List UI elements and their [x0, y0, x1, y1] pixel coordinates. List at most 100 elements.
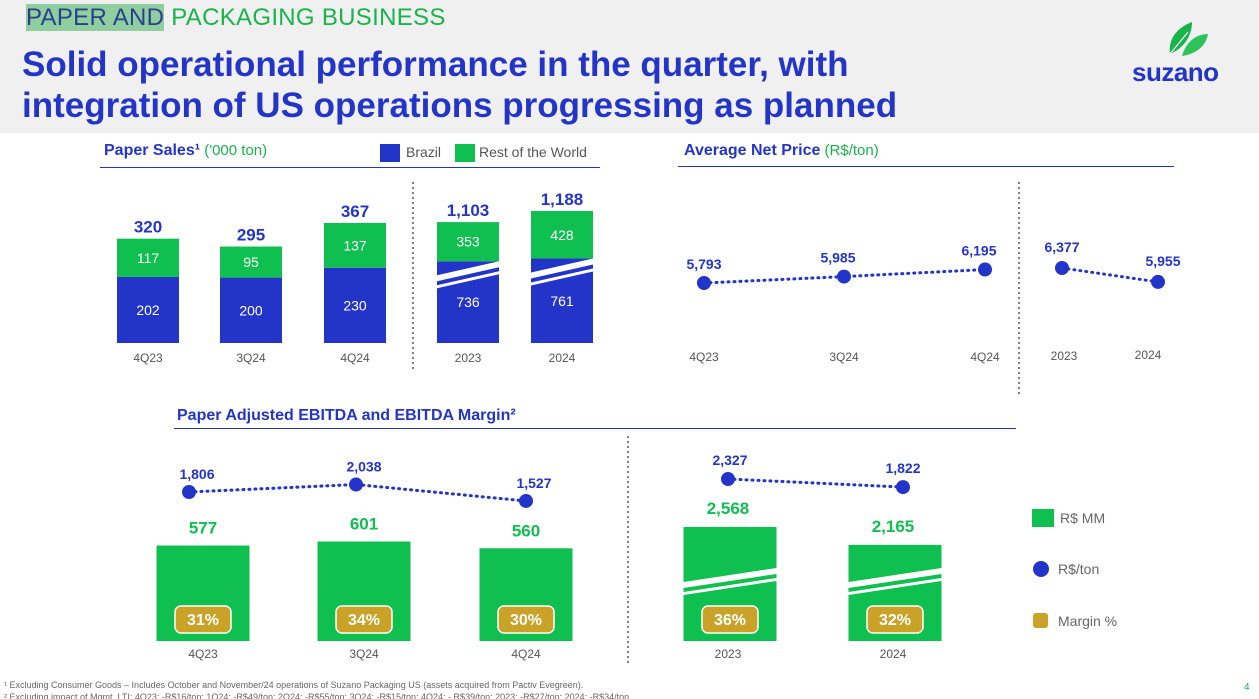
ebitda-ton-point-2023: [721, 472, 735, 486]
sales-tick-3Q24: 3Q24: [236, 351, 266, 365]
margin-label-2024: 32%: [879, 612, 911, 629]
sales-label-brazil-2024: 761: [550, 293, 574, 309]
sales-label-row-2023: 353: [456, 234, 480, 250]
price-title-rule: [678, 166, 1174, 167]
page-number: 4: [1244, 682, 1250, 693]
page-title-line1: Solid operational performance in the qua…: [22, 45, 849, 84]
ebitda-break-2023-b: [683, 578, 777, 595]
legend-rston-swatch: [1033, 561, 1049, 577]
ebitda-ton-point-3Q24: [349, 477, 363, 492]
price-tick-4Q23: 4Q23: [689, 350, 719, 364]
ebitda-ton-label-4Q23: 1,806: [179, 466, 214, 482]
ebitda-tick-2023: 2023: [715, 647, 742, 661]
sales-panel-title: Paper Sales¹ ('000 ton): [104, 142, 267, 160]
ebitda-break-2023-a: [683, 568, 777, 588]
sales-tick-2023: 2023: [455, 351, 482, 365]
sales-title-rule: [100, 167, 600, 168]
legend-brazil-swatch: [380, 144, 400, 162]
sales-title-unit: ('000 ton): [200, 142, 268, 159]
ebitda-value-2024: 2,165: [872, 517, 915, 536]
sales-total-2023: 1,103: [447, 201, 490, 220]
ebitda-ton-point-4Q24: [519, 493, 533, 508]
ebitda-value-2023: 2,568: [707, 499, 750, 518]
section-tag: PAPER AND PACKAGING BUSINESS: [26, 4, 446, 32]
price-point-4Q24: [978, 262, 992, 277]
sales-bar-brazil-4Q23: [117, 276, 179, 343]
margin-badge-4Q23: [174, 605, 232, 634]
sales-title-text: Paper Sales¹: [104, 142, 201, 159]
price-point-2024: [1151, 274, 1165, 289]
sales-label-row-4Q23: 117: [137, 250, 160, 266]
section-tag-highlight: PAPER AND: [26, 4, 165, 31]
margin-badge-2023: [701, 605, 759, 634]
sales-label-row-2024: 428: [550, 227, 574, 243]
page-title: Solid operational performance in the qua…: [22, 44, 1042, 126]
ebitda-panel-title: Paper Adjusted EBITDA and EBITDA Margin²: [177, 407, 516, 424]
sales-break-2024-a: [531, 258, 593, 279]
ebitda-ton-label-2023: 2,327: [712, 452, 747, 468]
ebitda-tick-4Q24: 4Q24: [511, 647, 541, 661]
leaf-icon: [1169, 22, 1208, 56]
legend-margin-label: Margin %: [1058, 613, 1118, 629]
ebitda-ton-label-2024: 1,822: [885, 460, 920, 476]
sales-label-brazil-4Q24: 230: [343, 297, 367, 313]
sales-total-4Q24: 367: [341, 202, 369, 221]
margin-label-2023: 36%: [714, 612, 746, 629]
price-point-3Q24: [837, 269, 851, 284]
sales-bar-brazil-4Q24: [324, 267, 386, 343]
ebitda-tick-4Q23: 4Q23: [188, 647, 218, 661]
sales-bar-row-4Q23: [117, 238, 179, 277]
legend-row-label: Rest of the World: [479, 144, 587, 160]
price-tick-3Q24: 3Q24: [829, 350, 859, 364]
legend-row-swatch: [455, 144, 475, 162]
margin-badge-2024: [866, 605, 924, 634]
sales-break-2023-b: [437, 271, 499, 289]
ebitda-value-3Q24: 601: [350, 515, 378, 534]
margin-badge-3Q24: [335, 605, 393, 634]
price-tick-2024: 2024: [1135, 348, 1162, 362]
price-label-3Q24: 5,985: [820, 250, 855, 266]
sales-bar-row-3Q24: [220, 246, 282, 278]
sales-total-4Q23: 320: [134, 218, 162, 237]
sales-tick-4Q23: 4Q23: [133, 351, 163, 365]
sales-label-row-3Q24: 95: [243, 254, 259, 270]
price-title-text: Average Net Price: [684, 142, 821, 159]
footnote-1: ¹ Excluding Consumer Goods – Includes Oc…: [4, 680, 584, 690]
price-panel-title: Average Net Price (R$/ton): [684, 142, 879, 160]
legend-rston-label: R$/ton: [1058, 561, 1100, 577]
price-tick-2023: 2023: [1051, 349, 1078, 363]
header-band: [0, 0, 1259, 133]
price-point-4Q23: [697, 276, 711, 290]
sales-break-2024-b: [531, 268, 593, 286]
section-tag-rest: PACKAGING BUSINESS: [164, 4, 446, 31]
sales-label-row-4Q24: 137: [343, 237, 367, 253]
margin-label-3Q24: 34%: [348, 612, 380, 629]
sales-bar-row-2023: [437, 222, 499, 262]
ebitda-ton-line-annual: [726, 477, 905, 489]
price-point-2023: [1055, 261, 1069, 275]
sales-tick-2024: 2024: [549, 351, 576, 365]
footnotes: ¹ Excluding Consumer Goods – Includes Oc…: [4, 679, 1244, 699]
price-label-2023: 6,377: [1044, 239, 1079, 255]
price-label-2024: 5,955: [1145, 253, 1180, 269]
margin-badge-4Q24: [497, 605, 555, 634]
sales-label-brazil-4Q23: 202: [136, 302, 160, 318]
sales-total-3Q24: 295: [237, 226, 265, 245]
price-tick-4Q24: 4Q24: [970, 350, 1000, 364]
ebitda-break-2024-b: [848, 578, 942, 595]
ebitda-ton-point-2024: [896, 480, 910, 495]
sales-tick-4Q24: 4Q24: [340, 351, 370, 365]
legend-rsmm-label: R$ MM: [1060, 510, 1106, 526]
margin-label-4Q23: 31%: [187, 612, 219, 629]
price-label-4Q23: 5,793: [686, 256, 721, 272]
sales-bar-row-4Q24: [324, 222, 386, 268]
legend-brazil-label: Brazil: [406, 144, 442, 160]
price-label-4Q24: 6,195: [961, 243, 996, 259]
ebitda-ton-label-3Q24: 2,038: [346, 459, 381, 475]
sales-bar-brazil-3Q24: [220, 277, 282, 343]
ebitda-value-4Q23: 577: [189, 519, 217, 538]
sales-label-brazil-3Q24: 200: [239, 302, 263, 318]
ebitda-ton-label-4Q24: 1,527: [516, 475, 551, 491]
ebitda-value-4Q24: 560: [512, 521, 540, 540]
ebitda-break-2024-a: [848, 568, 942, 588]
